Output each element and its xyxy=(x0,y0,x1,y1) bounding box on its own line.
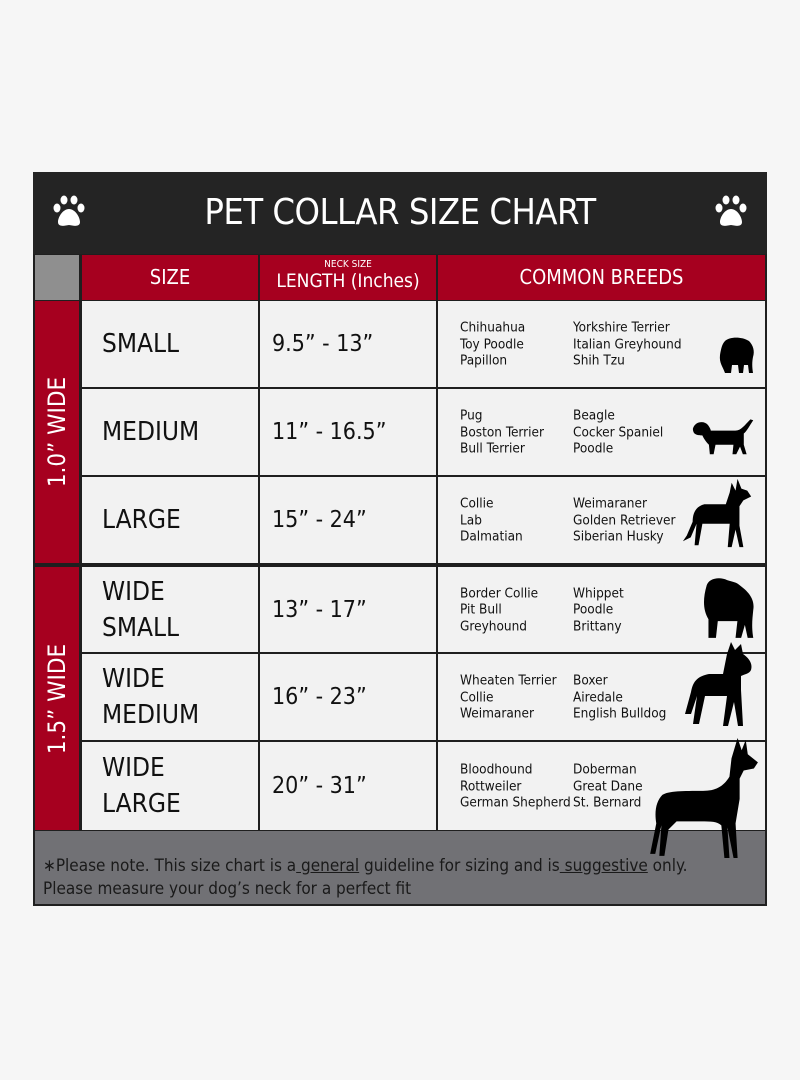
breed-name: Italian Greyhound xyxy=(573,335,682,352)
chart-header: PET COLLAR SIZE CHART xyxy=(33,172,767,254)
breed-name: Border Collie xyxy=(460,584,539,601)
breed-name: Whippet xyxy=(573,584,624,601)
breed-name: Lab xyxy=(460,511,482,528)
bulldog-silhouette-icon xyxy=(701,576,757,646)
breed-name: Boxer xyxy=(573,672,608,689)
breed-name: Dalmatian xyxy=(460,528,523,545)
corner-cell xyxy=(35,255,79,300)
breed-name: Poodle xyxy=(573,601,614,618)
breed-name: St. Bernard xyxy=(573,794,642,811)
breeds-cell: Chihuahua Toy Poodle Papillon Yorkshire Ter… xyxy=(438,301,765,387)
length-cell: 11” - 16.5” xyxy=(260,389,436,475)
length-cell: 15” - 24” xyxy=(260,477,436,563)
column-header-length: NECK SIZE LENGTH (Inches) xyxy=(260,255,436,300)
doberman-silhouette-icon xyxy=(639,738,763,864)
size-cell: WIDE LARGE xyxy=(82,742,258,830)
breed-name: German Shepherd xyxy=(460,794,571,811)
size-cell: MEDIUM xyxy=(82,389,258,475)
breed-name: Bull Terrier xyxy=(460,440,525,457)
breed-name: Shih Tzu xyxy=(573,352,625,369)
size-chart: PET COLLAR SIZE CHART SIZE NECK SIZE LEN… xyxy=(33,172,767,906)
breed-name: Bloodhound xyxy=(460,761,533,778)
length-superscript: NECK SIZE xyxy=(324,259,372,270)
size-cell: WIDE SMALL xyxy=(82,567,258,652)
breed-name: Weimaraner xyxy=(573,495,647,512)
group-label-1-0-wide: 1.0” WIDE xyxy=(35,301,79,563)
breeds-cell: Pug Boston Terrier Bull Terrier Beagle Cocke… xyxy=(438,389,765,475)
paw-icon xyxy=(715,195,747,226)
page-title: PET COLLAR SIZE CHART xyxy=(204,192,596,233)
size-cell: WIDE MEDIUM xyxy=(82,654,258,740)
length-cell: 9.5” - 13” xyxy=(260,301,436,387)
breed-name: Collie xyxy=(460,688,494,705)
breed-name: Pug xyxy=(460,407,483,424)
pitbull-silhouette-icon xyxy=(681,640,757,734)
pomeranian-silhouette-icon xyxy=(717,333,757,381)
paw-icon xyxy=(53,195,85,226)
breed-name: Poodle xyxy=(573,440,614,457)
breed-name: Pit Bull xyxy=(460,601,502,618)
breed-name: Greyhound xyxy=(460,617,528,634)
breed-name: Doberman xyxy=(573,761,637,778)
breed-name: Papillon xyxy=(460,352,508,369)
breed-name: Golden Retriever xyxy=(573,511,676,528)
length-cell: 16” - 23” xyxy=(260,654,436,740)
breed-name: English Bulldog xyxy=(573,705,667,722)
footer-note: ∗Please note. This size chart is a gener… xyxy=(35,831,765,904)
group-label-1-5-wide: 1.5” WIDE xyxy=(35,567,79,830)
breed-name: Wheaten Terrier xyxy=(460,672,557,689)
breed-name: Collie xyxy=(460,495,494,512)
breed-name: Brittany xyxy=(573,617,622,634)
breed-name: Rottweiler xyxy=(460,777,522,794)
size-cell: LARGE xyxy=(82,477,258,563)
breed-name: Beagle xyxy=(573,407,615,424)
dachshund-silhouette-icon xyxy=(691,417,757,469)
length-label: LENGTH (Inches) xyxy=(276,270,420,292)
breed-name: Airedale xyxy=(573,688,623,705)
column-header-size: SIZE xyxy=(82,255,258,300)
size-cell: SMALL xyxy=(82,301,258,387)
breed-name: Siberian Husky xyxy=(573,528,664,545)
length-cell: 20” - 31” xyxy=(260,742,436,830)
shepherd-silhouette-icon xyxy=(679,475,757,557)
breed-name: Great Dane xyxy=(573,777,643,794)
length-cell: 13” - 17” xyxy=(260,567,436,652)
breed-name: Toy Poodle xyxy=(460,335,524,352)
breed-name: Yorkshire Terrier xyxy=(573,319,670,336)
breeds-cell: Wheaten Terrier Collie Weimaraner Boxer Aire… xyxy=(438,654,765,740)
column-header-breeds: COMMON BREEDS xyxy=(438,255,765,300)
breed-name: Chihuahua xyxy=(460,319,526,336)
breed-name: Weimaraner xyxy=(460,705,534,722)
breed-name: Boston Terrier xyxy=(460,423,545,440)
breed-name: Cocker Spaniel xyxy=(573,423,664,440)
